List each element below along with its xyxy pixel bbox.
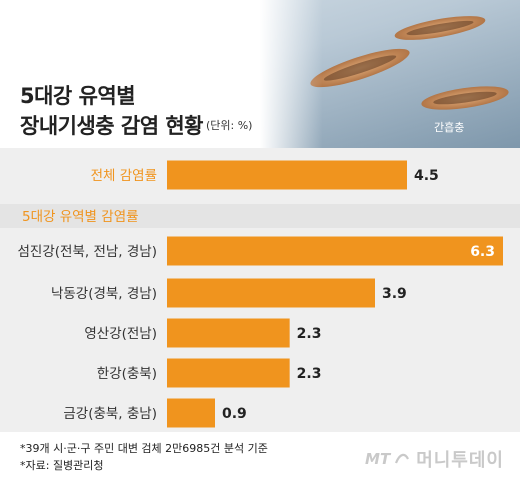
section-label: 5대강 유역별 감염률 <box>22 209 139 225</box>
section-band <box>0 204 520 228</box>
value-label-5: 0.9 <box>222 406 247 422</box>
bar-chart: 5대강 유역별 감염률 전체 감염률 4.5 섬진강(전북, 전남, 경남) 6.3 낙… <box>0 160 520 428</box>
bar-5 <box>167 398 215 428</box>
category-label-4: 한강(충북) <box>97 366 157 382</box>
photo-caption: 간흡충 <box>434 121 465 134</box>
category-label-1: 섬진강(전북, 전남, 경남) <box>18 244 157 260</box>
bar-3 <box>167 318 290 348</box>
logo-mt: MT <box>365 450 391 468</box>
footnote-source: *자료: 질병관리청 <box>20 459 104 472</box>
bar-4 <box>167 358 290 388</box>
bar-1 <box>167 236 503 266</box>
parasite-photo <box>0 0 520 148</box>
publisher-logo: MT 머니투데이 <box>365 448 504 471</box>
bars-group: 전체 감염률 4.5 섬진강(전북, 전남, 경남) 6.3 낙동강(경북, 경남) 3.… <box>18 160 503 428</box>
bar-0 <box>167 160 407 190</box>
chart-title-line-1: 5대강 유역별 <box>20 84 136 108</box>
category-label-5: 금강(충북, 충남) <box>63 406 157 422</box>
footnote-sample: *39개 시·군·구 주민 대변 검체 2만6985건 분석 기준 <box>20 442 268 455</box>
value-label-3: 2.3 <box>297 326 322 342</box>
category-label-0: 전체 감염률 <box>91 168 157 184</box>
value-label-2: 3.9 <box>382 286 407 302</box>
chart-area: 5대강 유역별 감염률 전체 감염률 4.5 섬진강(전북, 전남, 경남) 6.3 낙… <box>0 148 520 432</box>
unit-label: (단위: %) <box>206 119 253 132</box>
logo-text: 머니투데이 <box>416 450 504 471</box>
category-label-3: 영산강(전남) <box>84 326 157 342</box>
logo-swoosh-icon <box>395 453 410 464</box>
header: 5대강 유역별 장내기생충 감염 현황 (단위: %) 간흡충 <box>0 0 520 148</box>
bar-2 <box>167 278 375 308</box>
chart-title-line-2: 장내기생충 감염 현황 <box>20 114 204 138</box>
value-label-0: 4.5 <box>414 168 439 184</box>
value-label-4: 2.3 <box>297 366 322 382</box>
footer: *39개 시·군·구 주민 대변 검체 2만6985건 분석 기준 *자료: 질… <box>0 432 520 486</box>
value-label-1: 6.3 <box>470 244 495 260</box>
category-label-2: 낙동강(경북, 경남) <box>51 286 157 302</box>
